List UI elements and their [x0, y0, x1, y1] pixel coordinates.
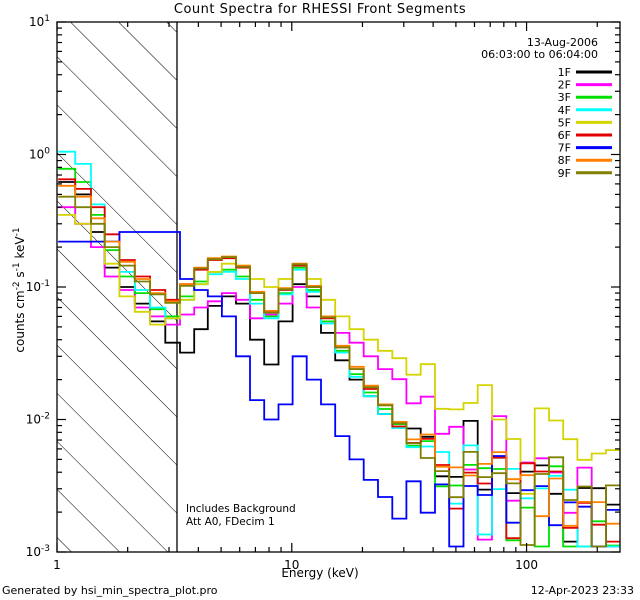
y-tick-label: 10-3 — [26, 544, 50, 559]
x-tick-label: 10 — [284, 558, 299, 572]
series-5F — [58, 214, 620, 495]
ylabel-mid: s — [13, 271, 27, 281]
y-tick-labels: 101 100 10-1 10-2 10-3 — [26, 14, 51, 559]
data-curves — [58, 150, 620, 548]
y-tick-label: 10-2 — [26, 412, 50, 427]
y-axis-label: counts cm-2 s-1 keV-1 — [12, 227, 27, 352]
legend-label-6F: 6F — [558, 129, 571, 142]
legend-label-2F: 2F — [558, 79, 571, 92]
ylabel-mid2: keV — [13, 236, 27, 263]
x-tick-label: 100 — [515, 558, 538, 572]
x-tick-label: 1 — [53, 558, 61, 572]
ylabel-exp2: -1 — [12, 262, 22, 271]
annotation-interval: 06:03:00 to 06:04:00 — [481, 48, 598, 61]
series-9F — [58, 195, 620, 548]
ylabel-exp3: -1 — [12, 227, 22, 236]
legend-label-7F: 7F — [558, 142, 571, 155]
ylabel-base: counts cm — [13, 290, 27, 352]
note-includes-background: Includes Background — [186, 503, 296, 515]
series-8F — [58, 184, 620, 527]
in-plot-notes: Includes Background Att A0, FDecim 1 — [186, 503, 296, 528]
legend-label-8F: 8F — [558, 154, 571, 167]
legend-label-5F: 5F — [558, 116, 571, 129]
footer-generator: Generated by hsi_min_spectra_plot.pro — [2, 584, 218, 597]
legend-label-4F: 4F — [558, 104, 571, 117]
footer-timestamp: 12-Apr-2023 23:33 — [530, 584, 634, 597]
annotation-block: 13-Aug-2006 06:03:00 to 06:04:00 — [481, 36, 598, 61]
y-tick-label: 100 — [29, 147, 50, 162]
svg-text:counts cm-2 s-1 keV-1: counts cm-2 s-1 keV-1 — [12, 227, 27, 352]
x-axis-label: Energy (keV) — [281, 566, 359, 580]
series-1F — [58, 181, 620, 543]
page-title: Count Spectra for RHESSI Front Segments — [173, 2, 467, 17]
y-tick-label: 101 — [29, 14, 50, 29]
ylabel-exp1: -2 — [12, 281, 22, 290]
legend-label-3F: 3F — [558, 91, 571, 104]
x-tick-labels: 1 10 100 — [53, 558, 538, 572]
legend-label-1F: 1F — [558, 66, 571, 79]
legend-label-9F: 9F — [558, 167, 571, 180]
annotation-date: 13-Aug-2006 — [527, 36, 598, 49]
hatched-exclusion-region — [57, 22, 177, 552]
y-tick-label: 10-1 — [26, 279, 50, 294]
note-attenuator: Att A0, FDecim 1 — [186, 516, 275, 528]
axis-ticks — [56, 21, 620, 553]
